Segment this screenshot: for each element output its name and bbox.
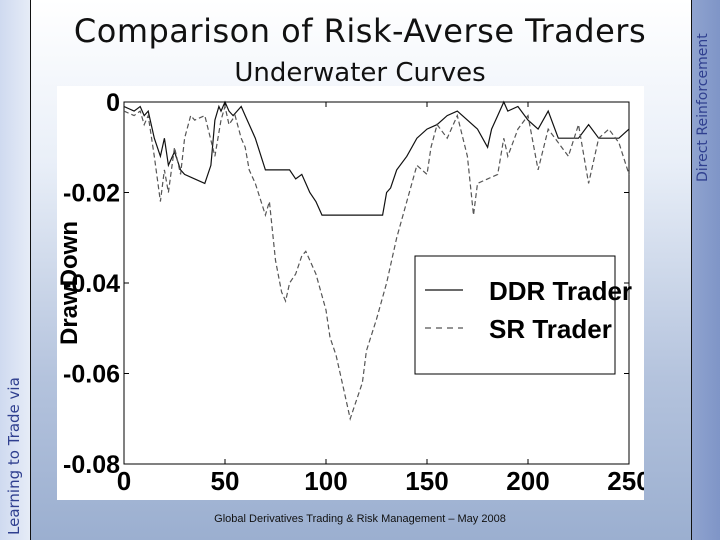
chart-panel: 0 50 100 150 200 250 0 -0.02 -0.04 -0.06 -0.08 DDR… (56, 86, 651, 500)
underwater-chart: 0 50 100 150 200 250 0 -0.02 -0.04 -0.06 -0.08 DDR… (56, 89, 651, 496)
series-lines (123, 100, 630, 422)
footer-text: Global Derivatives Trading & Risk Manage… (214, 513, 506, 525)
legend-label: SR Trader (489, 314, 612, 344)
slide-subtitle: Underwater Curves (234, 58, 486, 88)
right-vertical-label: Direct Reinforcement (695, 33, 711, 182)
x-tick-label: 200 (506, 466, 549, 496)
x-tick-label: 0 (117, 466, 131, 496)
axis-ticks: 0 50 100 150 200 250 0 -0.02 -0.04 -0.06 -0.08 (63, 89, 651, 496)
y-tick-label: 0 (106, 89, 120, 117)
x-tick-label: 50 (211, 466, 240, 496)
y-axis-label: DrawDown (57, 221, 83, 345)
x-tick-label: 100 (304, 466, 347, 496)
y-tick-label: -0.06 (63, 361, 120, 389)
legend-label: DDR Trader (489, 276, 632, 306)
legend: DDR Trader SR Trader (414, 255, 632, 375)
x-tick-label: 150 (405, 466, 448, 496)
series-line-ddr (123, 100, 630, 216)
x-tick-label: 250 (607, 466, 644, 496)
right-band (691, 0, 720, 540)
y-tick-label: -0.04 (63, 270, 120, 298)
slide-title: Comparison of Risk-Averse Traders (73, 12, 647, 50)
left-band (0, 0, 31, 540)
legend-box (414, 255, 616, 375)
series-line-sr (123, 106, 630, 422)
left-vertical-label: Learning to Trade via (5, 377, 23, 535)
y-tick-label: -0.02 (63, 180, 120, 208)
y-tick-label: -0.08 (63, 451, 120, 479)
